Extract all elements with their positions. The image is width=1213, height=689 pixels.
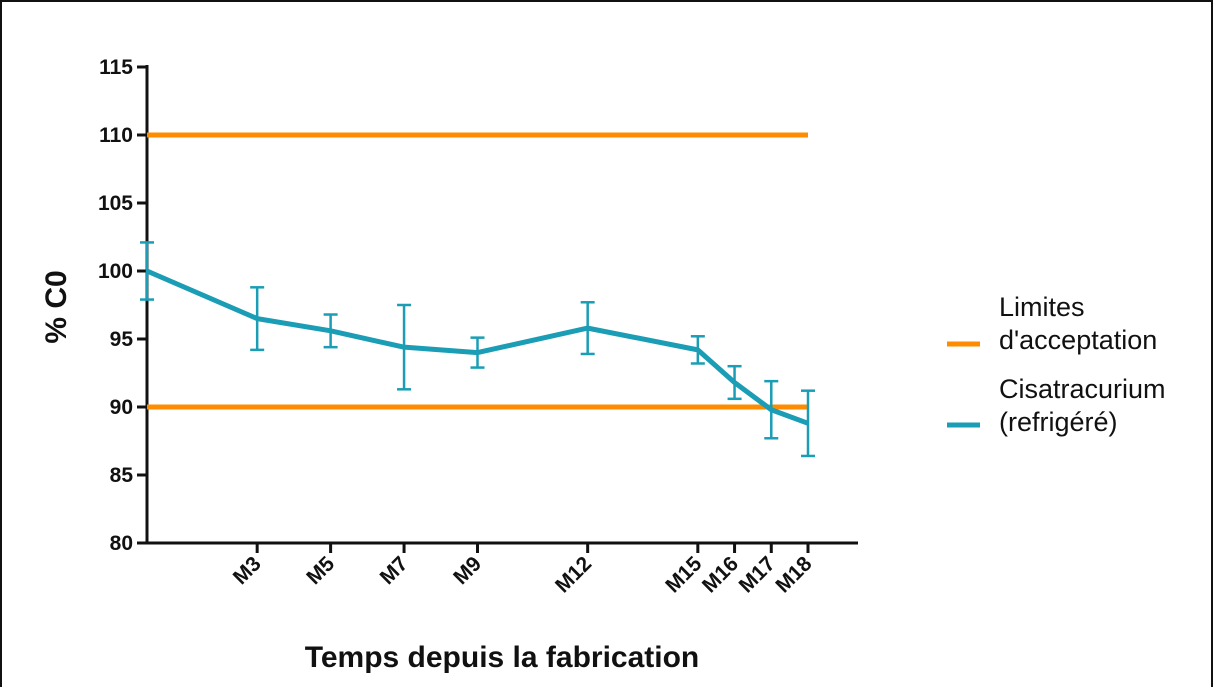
legend-label: Cisatracurium (refrigéré) (999, 374, 1166, 437)
x-tick-label: M15 (661, 552, 706, 597)
legend-label-line: Cisatracurium (999, 374, 1166, 404)
y-tick-label: 110 (99, 124, 133, 147)
legend-label-line: Limites (999, 292, 1085, 322)
y-tick-label: 80 (110, 532, 133, 555)
y-tick-label: 105 (98, 192, 133, 215)
y-tick-label: 95 (110, 328, 134, 351)
series-line (146, 268, 809, 426)
x-tick-label: M3 (229, 552, 266, 589)
x-axis-title: Temps depuis la fabrication (305, 641, 700, 674)
legend-label-line: d'acceptation (999, 325, 1157, 355)
y-tick-label: 85 (110, 464, 134, 487)
x-tick-label: M7 (376, 552, 413, 589)
y-tick-label: 100 (98, 260, 133, 283)
x-tick-label: M17 (735, 552, 780, 597)
x-tick-label: M5 (302, 552, 339, 589)
y-tick-label: 115 (99, 56, 133, 79)
x-tick-label: M9 (449, 552, 486, 589)
legend: Limites d'acceptation Cisatracurium (refrig… (947, 292, 1166, 437)
y-axis-title: % C0 (40, 270, 73, 343)
limit-lines (147, 132, 808, 410)
legend-label: Limites d'acceptation (999, 292, 1157, 355)
y-tick-label: 90 (110, 396, 133, 419)
series-layer (140, 241, 815, 458)
x-tick-label: M18 (771, 552, 816, 597)
x-tick-label: M12 (551, 552, 596, 597)
legend-label-line: (refrigéré) (999, 407, 1118, 437)
x-tick-label: M16 (698, 552, 743, 597)
